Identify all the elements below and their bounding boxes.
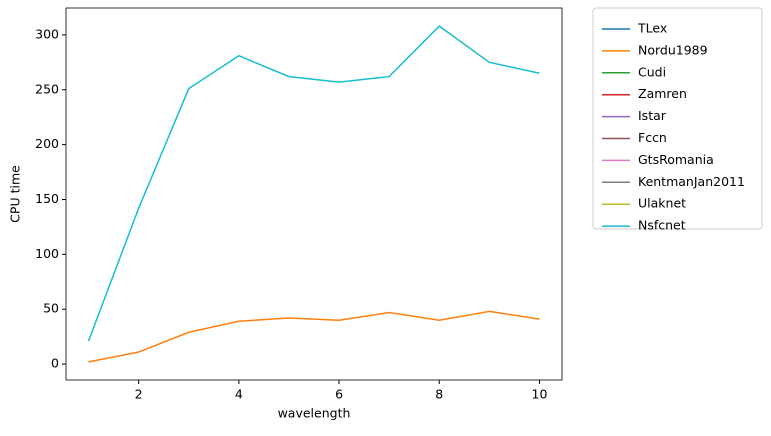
x-tick-label: 8 — [435, 387, 443, 402]
legend-label: KentmanJan2011 — [638, 174, 745, 189]
series-line — [87, 25, 540, 342]
legend-label: Nordu1989 — [638, 42, 708, 57]
y-tick-label: 0 — [51, 356, 59, 371]
legend-box — [592, 7, 763, 230]
x-tick-label: 10 — [532, 387, 548, 402]
legend-label: Fccn — [638, 130, 667, 145]
plot-frame — [65, 7, 563, 381]
legend-label: Cudi — [638, 64, 666, 79]
legend-label: Zamren — [638, 86, 687, 101]
y-tick-label: 150 — [35, 191, 59, 206]
legend-label: GtsRomania — [638, 152, 714, 167]
x-tick-label: 6 — [335, 387, 343, 402]
y-tick-label: 100 — [35, 246, 59, 261]
y-tick-label: 300 — [35, 26, 59, 41]
y-tick-label: 250 — [35, 81, 59, 96]
legend-label: Nsfcnet — [638, 218, 686, 233]
legend-label: TLex — [637, 21, 667, 36]
legend-label: Istar — [638, 108, 667, 123]
x-tick-label: 2 — [135, 387, 143, 402]
x-tick-label: 4 — [235, 387, 243, 402]
y-tick-label: 200 — [35, 136, 59, 151]
y-axis-label: CPU time — [8, 165, 23, 223]
legend-label: Ulaknet — [638, 196, 686, 211]
series-line — [88, 310, 540, 363]
y-tick-label: 50 — [43, 301, 59, 316]
x-axis-label: wavelength — [278, 406, 351, 421]
